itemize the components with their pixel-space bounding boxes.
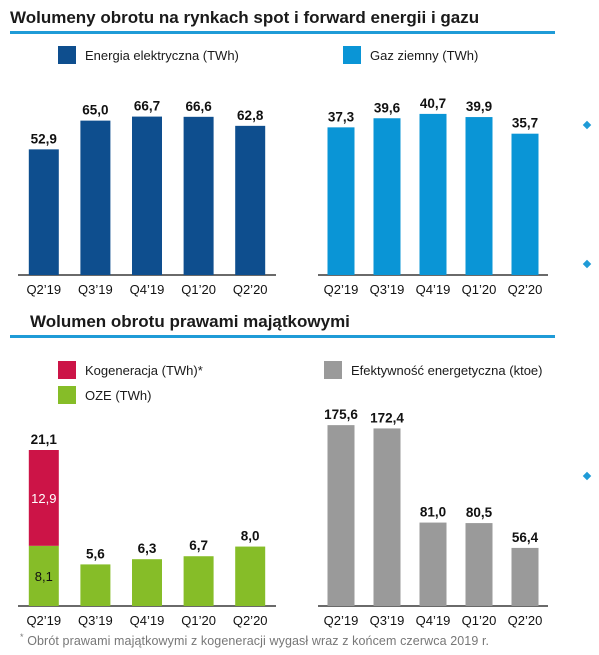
- section1-title-underline: [10, 31, 555, 34]
- legend-label-oze: OZE (TWh): [85, 387, 152, 403]
- gaz-bar: [511, 133, 539, 275]
- gaz-bar: [419, 113, 447, 275]
- prawa-tick-label: Q3’19: [78, 613, 113, 628]
- efektywnosc-tick-label: Q1’20: [462, 613, 497, 628]
- legend-swatch-efektywnosc: [324, 361, 342, 379]
- efektywnosc-bar: [511, 547, 539, 606]
- prawa-tick-label: Q2’19: [26, 613, 61, 628]
- energia-tick-label: Q2’20: [233, 282, 268, 297]
- prawa-tick-label: Q4’19: [130, 613, 165, 628]
- footnote-text: Obrót prawami majątkowymi z kogeneracji …: [27, 634, 490, 649]
- legend-swatch-oze: [58, 386, 76, 404]
- efektywnosc-value-label: 175,6: [324, 407, 358, 422]
- prawa-tick-label: Q1’20: [181, 613, 216, 628]
- gaz-value-label: 39,6: [374, 100, 401, 115]
- section2-title-underline: [10, 335, 555, 338]
- footnote-marker: *: [20, 632, 24, 642]
- efektywnosc-bar: [373, 428, 401, 606]
- energia-bar: [28, 149, 59, 275]
- legend-swatch-kogeneracja: [58, 361, 76, 379]
- gaz-tick-label: Q1’20: [462, 282, 497, 297]
- energia-bar: [132, 116, 162, 276]
- legend-label-energia: Energia elektryczna (TWh): [85, 47, 239, 63]
- energia-bar: [183, 116, 214, 275]
- legend-efektywnosc: Efektywność energetyczna (ktoe): [324, 361, 542, 379]
- gaz-value-label: 40,7: [420, 96, 446, 111]
- efektywnosc-tick-label: Q3’19: [370, 613, 405, 628]
- gaz-tick-label: Q2’20: [508, 282, 543, 297]
- efektywnosc-tick-label: Q2’20: [508, 613, 543, 628]
- prawa-bar: [80, 564, 111, 606]
- energia-value-label: 62,8: [237, 108, 264, 123]
- legend-swatch-gaz: [343, 46, 361, 64]
- energia-value-label: 65,0: [82, 103, 108, 118]
- gaz-bar: [327, 127, 355, 276]
- legend-gaz: Gaz ziemny (TWh): [343, 46, 478, 64]
- energia-value-label: 66,6: [185, 99, 212, 114]
- gaz-value-label: 39,9: [466, 99, 492, 114]
- efektywnosc-bar: [419, 522, 447, 606]
- prawa-bar: [132, 559, 162, 606]
- efektywnosc-value-label: 81,0: [420, 505, 446, 520]
- legend-label-efektywnosc: Efektywność energetyczna (ktoe): [351, 362, 543, 378]
- prawa-value-label: 6,3: [138, 541, 157, 556]
- efektywnosc-value-label: 80,5: [466, 505, 493, 520]
- gaz-tick-label: Q2’19: [324, 282, 359, 297]
- footnote: * Obrót prawami majątkowymi z kogeneracj…: [20, 632, 489, 648]
- prawa-bar: [235, 546, 266, 606]
- prawa-tick-label: Q2’20: [233, 613, 268, 628]
- energia-value-label: 52,9: [31, 131, 57, 146]
- legend-swatch-energia: [58, 46, 76, 64]
- gaz-tick-label: Q3’19: [370, 282, 405, 297]
- prawa-value-label: 6,7: [189, 538, 208, 553]
- energia-bar: [235, 125, 266, 275]
- efektywnosc-value-label: 56,4: [512, 530, 539, 545]
- efektywnosc-bar: [465, 523, 493, 606]
- legend-oze: OZE (TWh): [58, 386, 151, 404]
- section2-title: Wolumen obrotu prawami majątkowymi: [30, 312, 350, 331]
- energia-tick-label: Q1’20: [181, 282, 216, 297]
- legend-kogeneracja: Kogeneracja (TWh)*: [58, 361, 203, 379]
- legend-energia: Energia elektryczna (TWh): [58, 46, 239, 64]
- gaz-tick-label: Q4’19: [416, 282, 451, 297]
- prawa-segment-label: 8,1: [35, 569, 53, 584]
- energia-tick-label: Q4’19: [130, 282, 165, 297]
- gaz-bar: [465, 117, 493, 275]
- efektywnosc-value-label: 172,4: [370, 410, 404, 425]
- energia-bar: [80, 120, 111, 275]
- legend-label-kogeneracja: Kogeneracja (TWh)*: [85, 362, 203, 378]
- efektywnosc-tick-label: Q2’19: [324, 613, 359, 628]
- efektywnosc-bar: [327, 425, 355, 606]
- prawa-bar: [28, 450, 59, 546]
- energia-tick-label: Q2’19: [26, 282, 61, 297]
- prawa-bar: [28, 545, 59, 606]
- gaz-value-label: 37,3: [328, 109, 355, 124]
- section1-title: Wolumeny obrotu na rynkach spot i forwar…: [10, 8, 480, 27]
- prawa-value-label: 21,1: [31, 432, 58, 447]
- gaz-value-label: 35,7: [512, 116, 538, 131]
- energia-tick-label: Q3’19: [78, 282, 113, 297]
- energia-value-label: 66,7: [134, 99, 160, 114]
- efektywnosc-tick-label: Q4’19: [416, 613, 451, 628]
- prawa-value-label: 8,0: [241, 529, 260, 544]
- prawa-value-label: 5,6: [86, 546, 105, 561]
- prawa-segment-label: 12,9: [31, 491, 56, 506]
- gaz-bar: [373, 118, 401, 275]
- prawa-bar: [183, 556, 214, 606]
- legend-label-gaz: Gaz ziemny (TWh): [370, 47, 479, 63]
